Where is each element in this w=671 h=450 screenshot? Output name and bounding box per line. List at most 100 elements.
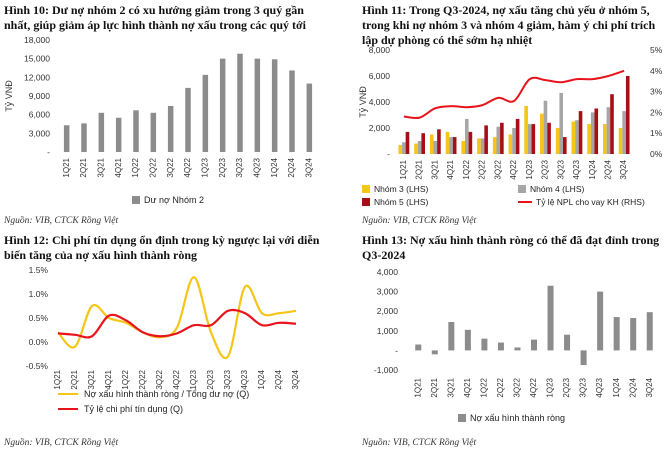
figure-12-source: Nguồn: VIB, CTCK Rồng Việt bbox=[4, 438, 119, 448]
y2-tick-label: 2% bbox=[650, 107, 663, 117]
x-tick-label: 2Q22 bbox=[138, 369, 147, 389]
x-tick-label: 1Q23 bbox=[200, 157, 209, 177]
legend-swatch bbox=[458, 414, 466, 422]
x-tick-label: 2Q23 bbox=[562, 377, 571, 397]
x-tick-label: 1Q22 bbox=[131, 157, 140, 177]
series-line bbox=[57, 308, 297, 339]
y2-tick-label: 3% bbox=[650, 87, 663, 97]
y-tick-label: 0.5% bbox=[29, 313, 49, 323]
bar bbox=[437, 129, 441, 154]
bar bbox=[289, 70, 295, 152]
figure-12-title: Hình 12: Chi phí tín dụng ổn định trong … bbox=[4, 233, 320, 262]
x-tick-label: 2Q23 bbox=[206, 369, 215, 389]
x-tick-label: 4Q22 bbox=[509, 159, 518, 179]
bar bbox=[531, 124, 536, 154]
x-tick-label: 3Q22 bbox=[493, 159, 502, 179]
bar bbox=[477, 138, 481, 154]
legend-label: Nhóm 3 (LHS) bbox=[374, 184, 428, 194]
bar bbox=[464, 329, 471, 351]
bar bbox=[564, 334, 571, 351]
x-tick-label: 1Q21 bbox=[413, 377, 422, 397]
y-tick-label: 4,000 bbox=[377, 267, 399, 277]
bar bbox=[202, 74, 209, 152]
bar bbox=[398, 144, 403, 154]
bar bbox=[531, 339, 537, 351]
x-tick-label: 1Q23 bbox=[189, 369, 198, 389]
x-tick-label: 2Q24 bbox=[287, 157, 296, 177]
legend-label: Nhóm 5 (LHS) bbox=[374, 197, 428, 207]
bar bbox=[429, 134, 434, 154]
bar bbox=[500, 122, 504, 154]
bar bbox=[594, 108, 599, 154]
bar bbox=[597, 291, 604, 351]
bar bbox=[167, 105, 174, 152]
x-tick-label: 4Q21 bbox=[446, 159, 455, 179]
x-tick-label: 3Q24 bbox=[645, 377, 654, 397]
y-tick-label: 0.0% bbox=[29, 337, 49, 347]
legend-label: Nợ xấu hình thành ròng bbox=[470, 413, 565, 423]
x-tick-label: 1Q21 bbox=[53, 369, 62, 389]
y-tick-label: 12,000 bbox=[24, 72, 50, 82]
chart-npl-groups: - 2,000 4,000 6,000 8,000 0% 1% 2% 3% 4% 5% Tỷ VNĐ 1… bbox=[358, 45, 663, 207]
bar bbox=[468, 131, 473, 154]
x-tick-label: 2Q21 bbox=[430, 377, 439, 397]
bar bbox=[254, 58, 261, 152]
y-tick-label: 4,000 bbox=[369, 97, 391, 107]
bar bbox=[81, 123, 87, 152]
x-tick-label: 1Q21 bbox=[62, 157, 71, 177]
y2-tick-label: 4% bbox=[650, 66, 663, 76]
y-tick-label: 15,000 bbox=[24, 54, 50, 64]
legend-label: Nhóm 4 (LHS) bbox=[530, 184, 584, 194]
bar bbox=[452, 137, 457, 154]
y-tick-label: 6,000 bbox=[29, 110, 51, 120]
bar bbox=[480, 138, 485, 154]
y-tick-label: 18,000 bbox=[24, 36, 50, 45]
bar bbox=[512, 128, 516, 154]
bar bbox=[618, 128, 623, 154]
x-tick-label: 2Q24 bbox=[274, 369, 283, 389]
bar bbox=[527, 124, 532, 154]
bar bbox=[606, 107, 611, 154]
y-tick-label: - bbox=[47, 147, 50, 157]
bar bbox=[63, 125, 70, 152]
y-tick-label: 8,000 bbox=[369, 45, 391, 55]
npl-ratio-line bbox=[403, 69, 625, 120]
x-tick-label: 4Q23 bbox=[595, 377, 604, 397]
x-tick-label: 2Q24 bbox=[604, 159, 613, 179]
bar bbox=[150, 112, 157, 152]
y-tick-label: 2,000 bbox=[377, 306, 399, 316]
y-tick-label: 1.5% bbox=[29, 266, 49, 275]
bar bbox=[431, 350, 438, 355]
legend-label: Nợ xấu hình thành ròng / Tổng dư nợ (Q) bbox=[84, 389, 249, 399]
bar bbox=[610, 94, 614, 154]
bar bbox=[555, 128, 560, 154]
chart-nhom2-debt: - 3,000 6,000 9,000 12,000 15,000 18,000 Tỷ VNĐ… bbox=[4, 36, 313, 205]
bar bbox=[646, 312, 653, 351]
y2-tick-label: 0% bbox=[650, 149, 663, 159]
legend-swatch bbox=[362, 185, 370, 193]
x-tick-label: 1Q24 bbox=[612, 377, 621, 397]
bar bbox=[630, 318, 637, 351]
bar bbox=[271, 59, 278, 152]
x-tick-label: 3Q24 bbox=[304, 157, 313, 177]
figure-13-title: Hình 13: Nợ xấu hình thành ròng có thể đ… bbox=[362, 233, 660, 262]
y-tick-label: 3,000 bbox=[377, 287, 399, 297]
x-tick-label: 4Q23 bbox=[572, 159, 581, 179]
legend-label: Tỷ lệ chi phí tín dụng (Q) bbox=[84, 404, 183, 414]
bar bbox=[492, 137, 497, 154]
bar bbox=[559, 92, 563, 154]
x-tick-label: 4Q23 bbox=[240, 369, 249, 389]
bar bbox=[414, 143, 418, 154]
x-tick-label: 1Q22 bbox=[121, 369, 130, 389]
y-axis-label: Tỷ VNĐ bbox=[4, 80, 14, 112]
legend-label: Tỷ lệ NPL cho vay KH (RHS) bbox=[536, 197, 645, 207]
bar bbox=[219, 58, 226, 152]
x-tick-label: 2Q21 bbox=[70, 369, 79, 389]
bar bbox=[497, 342, 504, 351]
x-tick-label: 4Q21 bbox=[463, 377, 472, 397]
bar bbox=[415, 344, 422, 351]
bar bbox=[237, 53, 243, 152]
bar bbox=[625, 76, 630, 154]
bar bbox=[587, 124, 591, 154]
bar bbox=[514, 347, 521, 351]
